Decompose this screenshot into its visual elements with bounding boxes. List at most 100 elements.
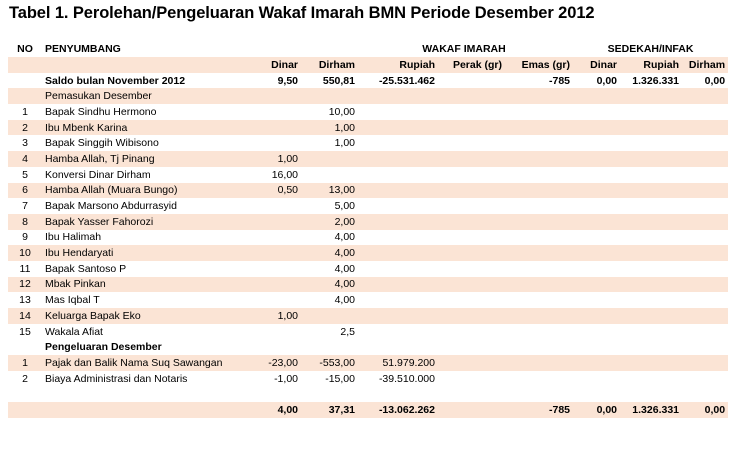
dirham-value: 13,00 <box>301 182 358 199</box>
empty-cell <box>505 355 574 371</box>
row-number: 11 <box>8 260 42 277</box>
empty-cell <box>682 135 729 152</box>
empty-cell <box>620 229 683 246</box>
empty-cell <box>573 245 621 261</box>
wakaf-table: NO PENYUMBANG WAKAF IMARAH SEDEKAH/INFAK… <box>8 41 729 418</box>
total-row: 4,00 37,31 -13.062.262 -785 0,00 1.326.3… <box>8 402 729 418</box>
col-s-rupiah-header: Rupiah <box>620 57 683 73</box>
empty-cell <box>505 119 574 136</box>
donor-name: Ibu Halimah <box>42 229 234 246</box>
row-number: 1 <box>8 104 42 120</box>
dirham-value <box>301 308 358 324</box>
saldo-s-dinar: 0,00 <box>573 72 621 89</box>
donor-name: Bapak Santoso P <box>42 260 234 277</box>
saldo-row: Saldo bulan November 2012 9,50 550,81 -2… <box>8 72 729 89</box>
pemasukan-row: 7 Bapak Marsono Abdurrasyid 5,00 <box>8 198 729 214</box>
empty-cell <box>682 229 729 246</box>
row-number: 10 <box>8 245 42 261</box>
empty-cell <box>620 119 683 136</box>
dirham-value: 4,00 <box>301 276 358 293</box>
dirham-value <box>301 166 358 183</box>
expense-name: Pajak dan Balik Nama Suq Sawangan <box>42 355 234 371</box>
saldo-s-rupiah: 1.326.331 <box>620 72 683 89</box>
empty-cell <box>620 323 683 340</box>
rupiah-value: -39.510.000 <box>358 370 438 387</box>
empty-cell <box>573 166 621 183</box>
pemasukan-row: 9 Ibu Halimah 4,00 <box>8 229 729 246</box>
empty-cell <box>358 245 438 261</box>
empty-cell <box>620 308 683 324</box>
empty-cell <box>438 229 505 246</box>
empty-cell <box>682 213 729 230</box>
saldo-emas: -785 <box>505 72 574 89</box>
row-number: 2 <box>8 370 42 387</box>
pemasukan-row: 12 Mbak Pinkan 4,00 <box>8 276 729 293</box>
empty-cell <box>438 182 505 199</box>
empty-cell <box>573 370 621 387</box>
empty-cell <box>358 135 438 152</box>
empty-cell <box>620 182 683 199</box>
empty-cell <box>505 245 574 261</box>
dinar-value <box>234 135 301 152</box>
dinar-value <box>234 260 301 277</box>
empty-cell <box>505 229 574 246</box>
empty-cell <box>573 182 621 199</box>
empty-cell <box>573 355 621 371</box>
pemasukan-row: 2 Ibu Mbenk Karina 1,00 <box>8 119 729 136</box>
empty-cell <box>682 292 729 308</box>
empty-cell <box>682 355 729 371</box>
empty-cell <box>620 370 683 387</box>
dinar-value <box>234 276 301 293</box>
row-number: 2 <box>8 119 42 136</box>
pengeluaran-label: Pengeluaran Desember <box>42 339 234 356</box>
dinar-value <box>234 292 301 308</box>
dirham-value <box>301 151 358 167</box>
empty-cell <box>682 198 729 214</box>
dirham-value: 4,00 <box>301 260 358 277</box>
empty-cell <box>620 355 683 371</box>
empty-cell <box>438 198 505 214</box>
wakaf-imarah-header: WAKAF IMARAH <box>358 41 574 57</box>
saldo-perak <box>438 72 505 89</box>
total-emas: -785 <box>505 402 574 418</box>
col-perak-header: Perak (gr) <box>438 57 505 73</box>
empty-cell <box>505 370 574 387</box>
dinar-value <box>234 198 301 214</box>
donor-name: Bapak Sindhu Hermono <box>42 104 234 120</box>
empty-cell <box>358 151 438 167</box>
empty-cell <box>505 276 574 293</box>
empty-cell <box>438 355 505 371</box>
empty-cell <box>620 245 683 261</box>
empty-cell <box>438 135 505 152</box>
row-number: 7 <box>8 198 42 214</box>
pemasukan-row: 8 Bapak Yasser Fahorozi 2,00 <box>8 213 729 230</box>
page-title: Tabel 1. Perolehan/Pengeluaran Wakaf Ima… <box>9 4 595 22</box>
empty-cell <box>620 166 683 183</box>
empty-cell <box>438 151 505 167</box>
dirham-value: 2,5 <box>301 323 358 340</box>
saldo-s-dirham: 0,00 <box>682 72 729 89</box>
dinar-value <box>234 229 301 246</box>
empty-cell <box>358 104 438 120</box>
donor-name: Bapak Yasser Fahorozi <box>42 213 234 230</box>
row-number: 15 <box>8 323 42 340</box>
empty-cell <box>358 260 438 277</box>
empty-cell <box>505 323 574 340</box>
dirham-value: 4,00 <box>301 292 358 308</box>
empty-cell <box>505 151 574 167</box>
empty-cell <box>573 229 621 246</box>
dinar-value: 16,00 <box>234 166 301 183</box>
empty-cell <box>438 260 505 277</box>
empty-cell <box>438 292 505 308</box>
row-number: 8 <box>8 213 42 230</box>
pengeluaran-section-row: Pengeluaran Desember <box>8 339 729 356</box>
empty-cell <box>573 292 621 308</box>
pemasukan-row: 4 Hamba Allah, Tj Pinang 1,00 <box>8 151 729 167</box>
col-s-dinar-header: Dinar <box>573 57 621 73</box>
donor-name: Keluarga Bapak Eko <box>42 308 234 324</box>
empty-cell <box>682 260 729 277</box>
empty-cell <box>358 292 438 308</box>
donor-name: Hamba Allah (Muara Bungo) <box>42 182 234 199</box>
dinar-value <box>234 104 301 120</box>
empty-cell <box>505 104 574 120</box>
